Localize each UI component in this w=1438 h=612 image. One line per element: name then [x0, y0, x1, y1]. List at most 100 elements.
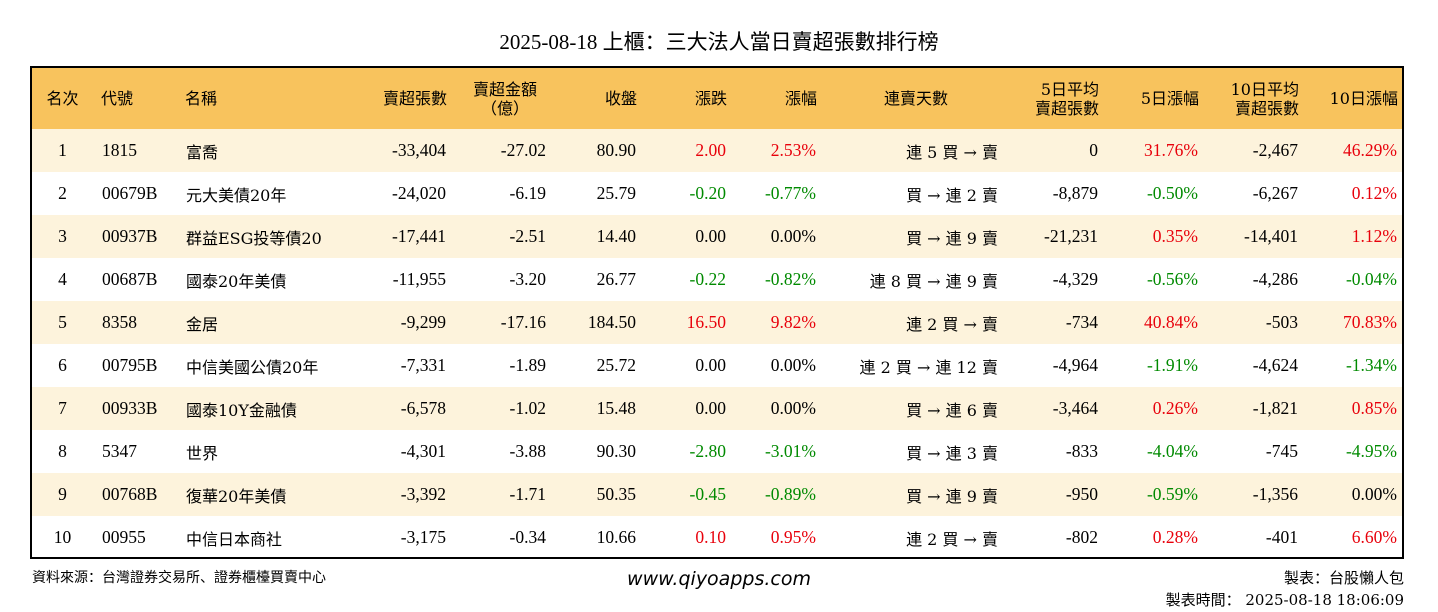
- cell-code: 00937B: [102, 226, 158, 246]
- cell-change-pct: 0.00%: [770, 355, 816, 375]
- cell-name: 世界: [186, 443, 219, 463]
- cell-pct10: 1.12%: [1351, 226, 1397, 246]
- cell-name: 中信日本商社: [186, 529, 283, 549]
- cell-pct5: -0.50%: [1146, 183, 1198, 203]
- header-pct10[interactable]: 10日漲幅: [1329, 89, 1398, 108]
- table-row[interactable]: 3 00937B 群益ESG投等債20 -17,441 -2.51 14.40 0.00 0.…: [32, 215, 1402, 258]
- cell-change: 0.00: [695, 355, 726, 375]
- author-credit: 製表：台股懶人包: [1283, 569, 1404, 587]
- cell-pct10: -1.34%: [1345, 355, 1397, 375]
- cell-pct5: 40.84%: [1144, 312, 1198, 332]
- cell-code: 00795B: [102, 355, 158, 375]
- cell-avg10-sell: -6,267: [1252, 183, 1298, 203]
- cell-net-sell-amount: -17.16: [500, 312, 546, 332]
- header-code[interactable]: 代號: [101, 89, 134, 108]
- cell-close: 184.50: [587, 312, 636, 332]
- header-net-sell-shares[interactable]: 賣超張數: [382, 89, 447, 108]
- table-row[interactable]: 10 00955 中信日本商社 -3,175 -0.34 10.66 0.10 0.95% 連 …: [32, 516, 1402, 557]
- table-row[interactable]: 6 00795B 中信美國公債20年 -7,331 -1.89 25.72 0.00 0.00…: [32, 344, 1402, 387]
- cell-avg10-sell: -4,624: [1252, 355, 1298, 375]
- cell-rank: 5: [58, 312, 67, 332]
- cell-close: 90.30: [596, 441, 636, 461]
- table-row[interactable]: 8 5347 世界 -4,301 -3.88 90.30 -2.80 -3.01% 買 → 連 …: [32, 430, 1402, 473]
- cell-streak-days: 連 2 買 → 連 12 賣: [859, 357, 998, 377]
- cell-rank: 10: [53, 527, 72, 547]
- cell-pct5: 31.76%: [1144, 140, 1198, 160]
- cell-pct5: 0.35%: [1152, 226, 1198, 246]
- cell-net-sell-amount: -6.19: [509, 183, 546, 203]
- header-change-pct[interactable]: 漲幅: [784, 89, 817, 108]
- cell-streak-days: 連 5 買 → 賣: [906, 142, 998, 162]
- cell-avg5-sell: -3,464: [1052, 398, 1098, 418]
- header-rank[interactable]: 名次: [46, 89, 79, 108]
- cell-pct5: -1.91%: [1146, 355, 1198, 375]
- website-link[interactable]: www.qiyoapps.com: [627, 568, 811, 590]
- cell-streak-days: 連 8 買 → 連 9 賣: [869, 271, 998, 291]
- cell-avg5-sell: 0: [1089, 140, 1098, 160]
- header-avg5-sell[interactable]: 5日平均 賣超張數: [1034, 79, 1099, 118]
- cell-change: 0.00: [695, 226, 726, 246]
- cell-rank: 8: [58, 441, 67, 461]
- cell-avg10-sell: -4,286: [1252, 269, 1298, 289]
- table-row[interactable]: 9 00768B 復華20年美債 -3,392 -1.71 50.35 -0.45 -0.89…: [32, 473, 1402, 516]
- cell-change: -0.45: [689, 484, 726, 504]
- cell-close: 25.72: [596, 355, 636, 375]
- header-streak-days[interactable]: 連賣天數: [883, 89, 948, 108]
- cell-pct5: -0.56%: [1146, 269, 1198, 289]
- cell-pct10: 0.00%: [1351, 484, 1397, 504]
- cell-net-sell-amount: -0.34: [509, 527, 546, 547]
- cell-net-sell-shares: -6,578: [400, 398, 446, 418]
- cell-net-sell-shares: -33,404: [392, 140, 446, 160]
- cell-avg10-sell: -14,401: [1244, 226, 1298, 246]
- table-row[interactable]: 7 00933B 國泰10Y金融債 -6,578 -1.02 15.48 0.00 0.00%…: [32, 387, 1402, 430]
- cell-change-pct: -3.01%: [764, 441, 816, 461]
- cell-pct5: 0.26%: [1152, 398, 1198, 418]
- cell-close: 80.90: [596, 140, 636, 160]
- footer-credits: 製表：台股懶人包 製表時間： 2025-08-18 18:06:09: [1166, 567, 1404, 611]
- table-row[interactable]: 5 8358 金居 -9,299 -17.16 184.50 16.50 9.82% 連 2 買…: [32, 301, 1402, 344]
- cell-change-pct: -0.82%: [764, 269, 816, 289]
- header-pct5[interactable]: 5日漲幅: [1140, 89, 1199, 108]
- cell-net-sell-shares: -3,175: [400, 527, 446, 547]
- cell-code: 1815: [102, 140, 137, 160]
- cell-streak-days: 買 → 連 9 賣: [906, 486, 998, 506]
- cell-rank: 4: [58, 269, 67, 289]
- cell-rank: 7: [58, 398, 67, 418]
- cell-avg10-sell: -503: [1265, 312, 1298, 332]
- ranking-table: 名次 代號 名稱 賣超張數 賣超金額 （億） 收盤 漲跌 漲幅 連賣天數 5日平均 賣超張數 5日漲…: [30, 66, 1404, 559]
- header-net-sell-amount[interactable]: 賣超金額 （億）: [472, 79, 537, 118]
- cell-code: 00679B: [102, 183, 158, 203]
- cell-change-pct: 0.00%: [770, 226, 816, 246]
- cell-pct10: 0.12%: [1351, 183, 1397, 203]
- header-change[interactable]: 漲跌: [694, 89, 727, 108]
- table-row[interactable]: 1 1815 富喬 -33,404 -27.02 80.90 2.00 2.53% 連 5 買 …: [32, 129, 1402, 172]
- header-close[interactable]: 收盤: [604, 89, 637, 108]
- cell-net-sell-amount: -1.89: [509, 355, 546, 375]
- header-avg10-sell[interactable]: 10日平均 賣超張數: [1230, 79, 1299, 118]
- cell-change: 16.50: [686, 312, 726, 332]
- cell-change: 0.00: [695, 398, 726, 418]
- table-row[interactable]: 4 00687B 國泰20年美債 -11,955 -3.20 26.77 -0.22 -0.8…: [32, 258, 1402, 301]
- table-body: 1 1815 富喬 -33,404 -27.02 80.90 2.00 2.53% 連 5 買 …: [32, 129, 1402, 557]
- cell-name: 國泰10Y金融債: [186, 400, 297, 420]
- cell-change: 0.10: [695, 527, 726, 547]
- cell-close: 10.66: [596, 527, 636, 547]
- cell-change-pct: 9.82%: [770, 312, 816, 332]
- cell-close: 14.40: [596, 226, 636, 246]
- cell-name: 元大美債20年: [186, 185, 287, 205]
- cell-pct10: -4.95%: [1345, 441, 1397, 461]
- cell-avg5-sell: -950: [1065, 484, 1098, 504]
- cell-net-sell-amount: -3.88: [509, 441, 546, 461]
- cell-net-sell-shares: -4,301: [400, 441, 446, 461]
- header-name[interactable]: 名稱: [185, 89, 218, 108]
- cell-net-sell-shares: -9,299: [400, 312, 446, 332]
- cell-pct5: -4.04%: [1146, 441, 1198, 461]
- cell-rank: 6: [58, 355, 67, 375]
- cell-name: 金居: [186, 314, 219, 334]
- cell-avg5-sell: -4,329: [1052, 269, 1098, 289]
- cell-avg5-sell: -4,964: [1052, 355, 1098, 375]
- cell-code: 00955: [102, 527, 146, 547]
- table-row[interactable]: 2 00679B 元大美債20年 -24,020 -6.19 25.79 -0.20 -0.7…: [32, 172, 1402, 215]
- cell-change-pct: -0.77%: [764, 183, 816, 203]
- cell-close: 25.79: [596, 183, 636, 203]
